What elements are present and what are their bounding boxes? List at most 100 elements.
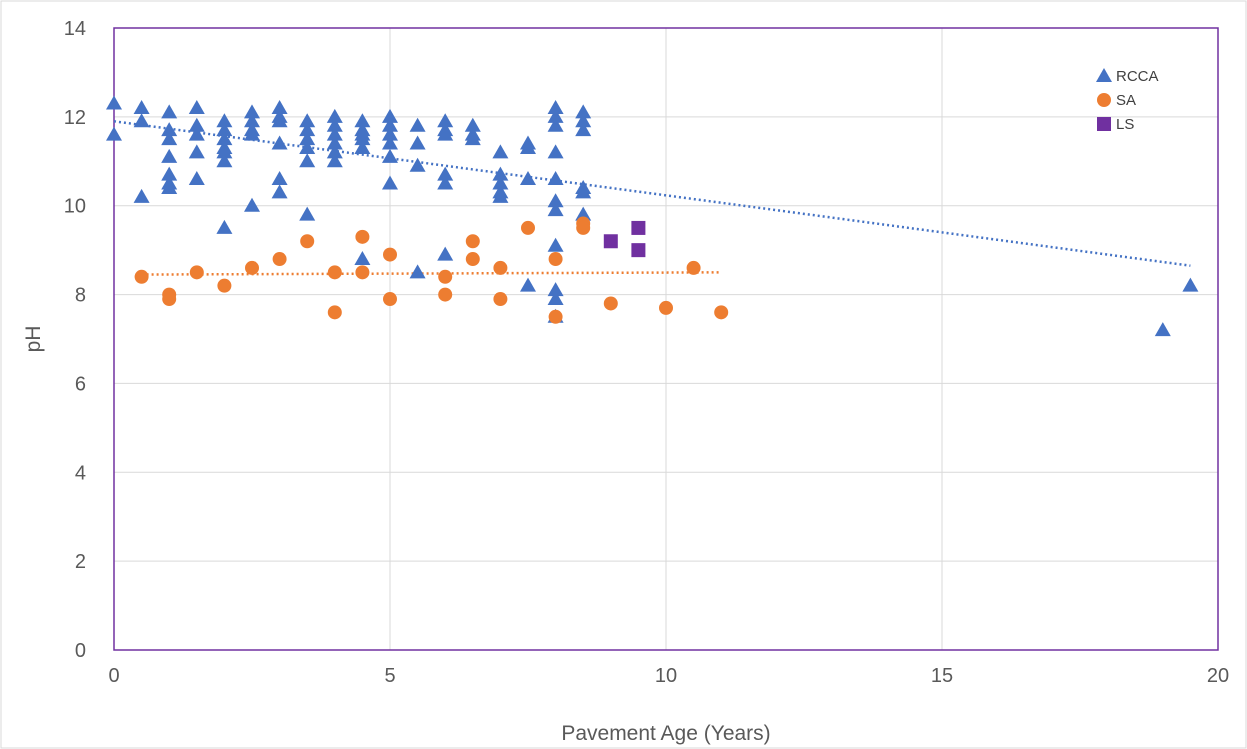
data-point-rcca xyxy=(188,144,205,159)
x-tick-label: 15 xyxy=(931,665,953,687)
y-tick-label: 4 xyxy=(75,462,86,484)
data-point-sa xyxy=(245,260,259,275)
data-point-rcca xyxy=(547,99,564,114)
data-point-rcca xyxy=(437,166,454,181)
x-axis-title: Pavement Age (Years) xyxy=(561,722,770,745)
data-point-rcca xyxy=(244,197,260,212)
data-point-rcca xyxy=(382,117,398,132)
data-point-rcca xyxy=(575,122,592,137)
data-point-rcca xyxy=(216,122,233,137)
data-point-rcca xyxy=(437,126,454,141)
plot-area-frame xyxy=(113,27,1219,651)
data-point-rcca xyxy=(492,166,509,181)
data-point-sa xyxy=(217,278,232,293)
data-point-rcca xyxy=(492,175,509,190)
data-point-ls xyxy=(603,234,618,249)
data-point-sa xyxy=(134,269,149,284)
data-point-rcca xyxy=(354,113,371,128)
data-point-sa xyxy=(272,252,287,267)
data-point-rcca xyxy=(161,179,178,194)
legend: RCCA SA LS xyxy=(1096,68,1159,133)
data-point-sa xyxy=(465,252,480,267)
data-point-rcca xyxy=(299,131,316,146)
data-point-sa xyxy=(383,247,397,262)
data-point-rcca xyxy=(437,175,454,190)
data-point-rcca xyxy=(547,193,564,208)
data-point-rcca xyxy=(299,206,316,221)
data-point-rcca xyxy=(161,131,178,146)
data-point-sa xyxy=(355,265,370,280)
legend-marker-rcca xyxy=(1096,68,1112,82)
data-point-rcca xyxy=(106,95,122,110)
data-point-rcca xyxy=(133,99,150,114)
data-point-rcca xyxy=(409,264,426,279)
data-point-rcca xyxy=(161,122,178,137)
data-point-rcca xyxy=(382,108,398,123)
data-point-sa xyxy=(576,220,591,235)
data-point-rcca xyxy=(354,251,371,266)
data-point-sa xyxy=(300,234,315,249)
data-point-rcca xyxy=(575,113,592,128)
data-point-sa xyxy=(493,260,508,275)
data-point-rcca xyxy=(409,157,426,172)
legend-label-sa: SA xyxy=(1116,92,1136,109)
trendlines xyxy=(113,120,1191,276)
data-point-rcca xyxy=(326,144,343,159)
data-point-rcca xyxy=(106,126,122,141)
data-point-sa xyxy=(493,292,508,307)
data-point-rcca xyxy=(464,117,481,132)
data-point-rcca xyxy=(520,171,536,186)
x-tick-label: 20 xyxy=(1207,665,1229,687)
y-axis-tick-labels: 0 2 4 6 8 10 12 14 xyxy=(64,18,86,662)
y-axis-title: pH xyxy=(22,326,45,353)
trendline-rcca xyxy=(113,120,1191,267)
data-point-rcca xyxy=(326,126,343,141)
data-point-rcca xyxy=(354,131,371,146)
legend-marker-sa xyxy=(1097,93,1111,107)
data-point-rcca xyxy=(464,131,481,146)
data-point-sa xyxy=(603,296,618,311)
data-point-rcca xyxy=(244,104,260,119)
data-point-sa xyxy=(659,300,673,315)
data-point-rcca xyxy=(382,135,398,150)
data-point-sa xyxy=(714,305,729,320)
data-point-rcca xyxy=(382,148,398,163)
legend-label-rcca: RCCA xyxy=(1116,68,1159,85)
legend-label-ls: LS xyxy=(1116,116,1134,133)
y-tick-label: 2 xyxy=(75,551,86,573)
data-point-rcca xyxy=(492,188,509,203)
data-point-rcca xyxy=(326,135,343,150)
y-tick-label: 0 xyxy=(75,640,86,662)
data-point-rcca xyxy=(271,99,288,114)
y-tick-label: 10 xyxy=(64,196,86,218)
data-point-rcca xyxy=(547,117,564,132)
data-point-rcca xyxy=(1182,277,1199,292)
x-tick-label: 0 xyxy=(108,665,119,687)
data-point-rcca xyxy=(547,108,564,123)
trendline-sa xyxy=(141,271,722,276)
data-point-rcca xyxy=(299,113,316,128)
series-sa xyxy=(134,216,729,324)
data-point-rcca xyxy=(271,113,288,128)
y-tick-label: 6 xyxy=(75,373,86,395)
data-point-rcca xyxy=(492,144,509,159)
data-point-rcca xyxy=(326,108,343,123)
data-point-rcca xyxy=(437,113,454,128)
data-point-rcca xyxy=(271,184,288,199)
data-point-rcca xyxy=(299,122,316,137)
data-point-sa xyxy=(438,287,453,302)
data-point-rcca xyxy=(575,184,592,199)
x-tick-label: 10 xyxy=(655,665,677,687)
data-point-rcca xyxy=(161,104,178,119)
data-point-rcca xyxy=(547,144,564,159)
x-tick-label: 5 xyxy=(384,665,395,687)
data-point-rcca xyxy=(133,188,150,203)
data-point-rcca xyxy=(133,113,150,128)
data-point-rcca xyxy=(409,135,426,150)
data-point-rcca xyxy=(299,139,316,154)
data-point-sa xyxy=(327,265,342,280)
data-point-rcca xyxy=(244,126,260,141)
data-point-rcca xyxy=(326,153,343,168)
